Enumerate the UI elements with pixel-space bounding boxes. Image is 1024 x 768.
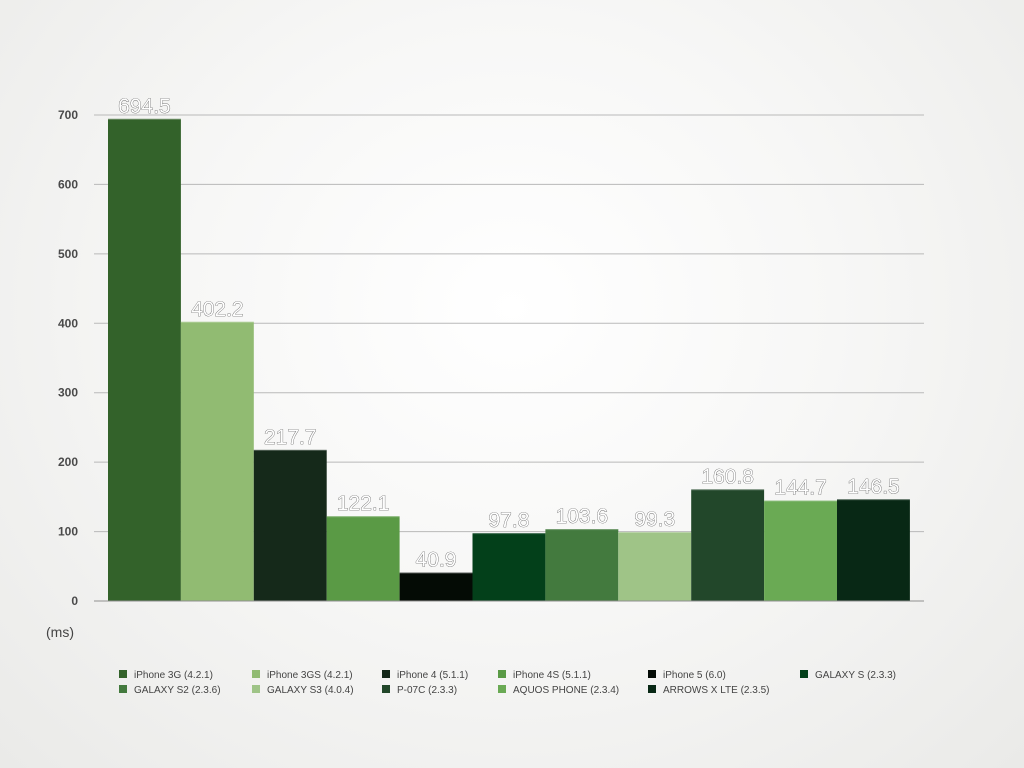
legend-entry: iPhone 4 (5.1.1) <box>397 670 468 681</box>
y-axis-unit-label: (ms) <box>46 624 74 640</box>
data-label: 144.7 <box>774 477 827 500</box>
y-axis-ticks: 0 100 200 300 400 500 600 700 <box>58 108 78 608</box>
y-tick-label: 100 <box>58 525 78 539</box>
legend-swatch <box>382 685 390 693</box>
y-tick-label: 600 <box>58 177 78 191</box>
data-label: 402.2 <box>191 298 244 321</box>
y-tick-label: 0 <box>71 594 78 608</box>
data-label: 40.9 <box>416 549 457 572</box>
legend-entry: GALAXY S3 (4.0.4) <box>267 685 354 696</box>
legend-swatch <box>498 685 506 693</box>
legend-swatch <box>252 685 260 693</box>
bar <box>180 321 254 601</box>
legend-swatch <box>252 670 260 678</box>
legend-entry: GALAXY S (2.3.3) <box>815 670 896 681</box>
legend-swatch <box>498 670 506 678</box>
data-label: 217.7 <box>264 426 317 449</box>
data-label: 99.3 <box>634 508 675 531</box>
y-tick-label: 400 <box>58 316 78 330</box>
legend-entry: P-07C (2.3.3) <box>397 685 457 696</box>
data-label: 694.5 <box>118 95 171 118</box>
bar <box>618 532 692 601</box>
bar <box>326 516 400 601</box>
y-tick-label: 300 <box>58 386 78 400</box>
data-labels: 694.5 402.2 217.7 122.1 40.9 97.8 103.6 99.3 160… <box>118 95 900 572</box>
legend: iPhone 3G (4.2.1) iPhone 3GS (4.2.1) iPhon… <box>119 670 896 696</box>
data-label: 146.5 <box>847 475 900 498</box>
bars <box>108 118 910 601</box>
data-label: 103.6 <box>556 505 609 528</box>
legend-entry: iPhone 4S (5.1.1) <box>513 670 591 681</box>
bar <box>764 500 837 601</box>
legend-entry: iPhone 5 (6.0) <box>663 670 726 681</box>
legend-swatch <box>119 670 127 678</box>
y-tick-label: 700 <box>58 108 78 122</box>
legend-swatch <box>648 670 656 678</box>
legend-entry: iPhone 3G (4.2.1) <box>134 670 213 681</box>
bar <box>472 533 546 601</box>
bar <box>545 529 619 601</box>
bar <box>399 572 473 601</box>
legend-swatch <box>800 670 808 678</box>
bar <box>253 449 327 601</box>
y-tick-label: 200 <box>58 455 78 469</box>
legend-swatch <box>382 670 390 678</box>
legend-entry: AQUOS PHONE (2.3.4) <box>513 685 619 696</box>
legend-entry: GALAXY S2 (2.3.6) <box>134 685 221 696</box>
data-label: 160.8 <box>701 465 754 488</box>
bar <box>108 118 181 601</box>
legend-entry: iPhone 3GS (4.2.1) <box>267 670 353 681</box>
data-label: 122.1 <box>337 492 390 515</box>
data-label: 97.8 <box>489 509 530 532</box>
legend-entry: ARROWS X LTE (2.3.5) <box>663 685 770 696</box>
bar <box>691 489 765 601</box>
bar <box>837 499 910 601</box>
legend-swatch <box>119 685 127 693</box>
y-tick-label: 500 <box>58 247 78 261</box>
legend-swatch <box>648 685 656 693</box>
